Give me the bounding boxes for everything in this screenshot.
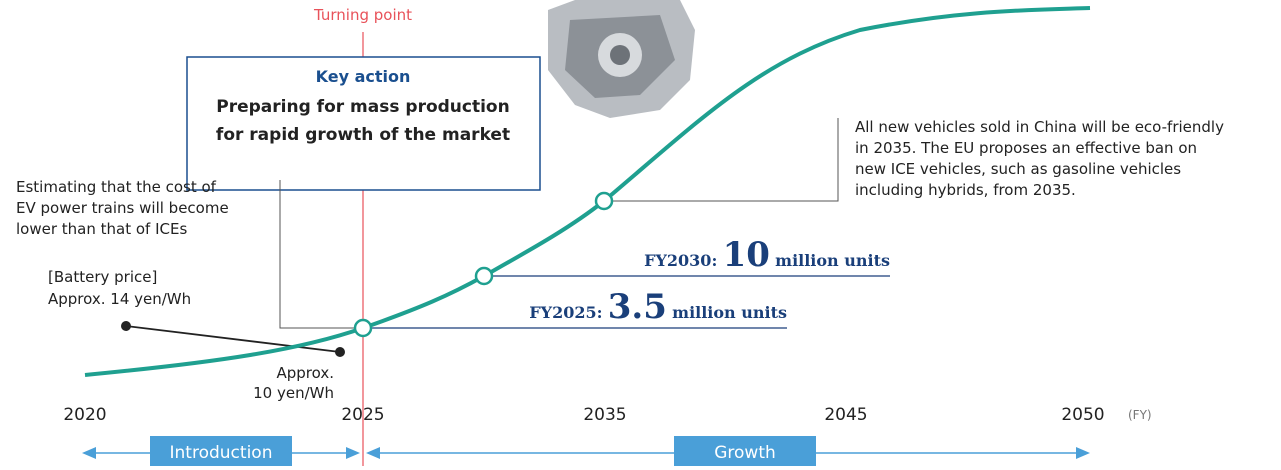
cost-note: EV power trains will become — [16, 199, 229, 217]
curve-point — [474, 266, 494, 286]
milestone-text: FY2025: 3.5 million units — [529, 287, 787, 327]
axis-label: 2050 — [1061, 405, 1104, 425]
battery-dot — [335, 347, 345, 357]
curve-point — [594, 191, 614, 211]
key-action-line: Preparing for mass production — [216, 97, 509, 117]
milestone-number: 10 — [723, 235, 770, 275]
regulation-note: including hybrids, from 2035. — [855, 181, 1076, 199]
battery-end: 10 yen/Wh — [253, 384, 334, 402]
milestone-label: FY2025: — [529, 303, 602, 322]
battery-line — [125, 325, 341, 353]
key-action-heading: Key action — [316, 67, 411, 86]
regulation-note: in 2035. The EU proposes an effective ba… — [855, 139, 1197, 157]
milestone-text: FY2030: 10 million units — [644, 235, 890, 275]
connector — [604, 118, 839, 202]
key-action-box — [186, 56, 541, 191]
key-action-line: for rapid growth of the market — [216, 125, 510, 145]
motor-image — [548, 0, 695, 118]
cost-note: Estimating that the cost of — [16, 178, 217, 196]
milestone-unit: million units — [672, 303, 787, 322]
turning-label: Turning point — [313, 6, 412, 24]
axis-unit: (FY) — [1128, 408, 1152, 422]
axis-label: 2020 — [63, 405, 106, 425]
curve-point — [353, 318, 373, 338]
milestone-label: FY2030: — [644, 251, 717, 270]
battery-label: [Battery price] — [48, 268, 157, 286]
battery-dot — [121, 321, 131, 331]
regulation-note: All new vehicles sold in China will be e… — [855, 118, 1224, 136]
milestone-unit: million units — [775, 251, 890, 270]
growth-curve — [84, 6, 1091, 377]
cost-note: lower than that of ICEs — [16, 220, 187, 238]
axis-label: 2045 — [824, 405, 867, 425]
axis-label: 2035 — [583, 405, 626, 425]
battery-start: Approx. 14 yen/Wh — [48, 290, 191, 308]
phase-box — [150, 436, 292, 466]
phase-label: Introduction — [170, 443, 273, 463]
regulation-note: new ICE vehicles, such as gasoline vehic… — [855, 160, 1181, 178]
phase-label: Growth — [714, 443, 776, 463]
axis-label: 2025 — [341, 405, 384, 425]
connector — [279, 180, 363, 329]
milestone-number: 3.5 — [608, 287, 667, 327]
battery-end: Approx. — [276, 364, 334, 382]
phase-box — [674, 436, 816, 466]
